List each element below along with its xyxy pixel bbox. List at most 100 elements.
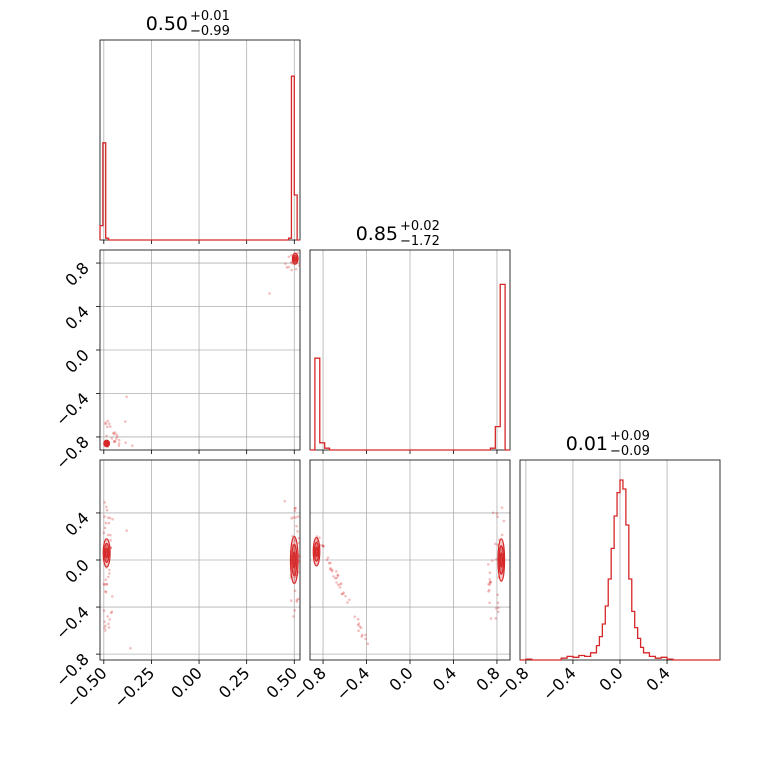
sample-point (293, 538, 297, 542)
sample-point (123, 420, 127, 423)
sample-point (497, 576, 500, 579)
sample-point (489, 617, 493, 620)
sample-point (292, 615, 295, 618)
sample-point (131, 444, 134, 447)
sample-point (316, 539, 319, 543)
sample-point (361, 633, 364, 637)
contour-mode-right (499, 552, 503, 568)
sample-point (295, 257, 298, 261)
sample-point (488, 583, 492, 587)
sample-point (106, 419, 110, 423)
sample-point (290, 260, 293, 264)
sample-point (108, 572, 111, 575)
sample-point (295, 561, 299, 565)
sample-point (105, 505, 108, 509)
sample-point (106, 615, 109, 618)
histogram-1 (310, 283, 510, 451)
sample-point (292, 570, 296, 574)
sample-point (105, 439, 108, 443)
sample-point (294, 516, 297, 519)
sample-point (357, 629, 360, 633)
sample-point (364, 633, 367, 637)
sample-point (113, 431, 117, 434)
sample-point (358, 625, 362, 628)
sample-point (115, 435, 119, 438)
x-tick-label: 0.0 (385, 663, 416, 694)
sample-point (108, 516, 112, 520)
sample-point (110, 611, 113, 615)
param-minus-2: −0.09 (610, 444, 650, 459)
sample-point (293, 257, 297, 261)
y-tick-label: 0.4 (61, 302, 92, 333)
sample-point (334, 576, 337, 580)
sample-point (348, 598, 351, 602)
sample-point (315, 535, 319, 538)
sample-point (107, 422, 111, 426)
sample-point (104, 590, 108, 594)
sample-point (293, 509, 297, 513)
sample-point (103, 515, 106, 518)
x-tick-label: 0.4 (642, 663, 673, 694)
sample-point (293, 609, 296, 612)
param-plus-0: +0.01 (190, 9, 230, 24)
param-minus-1: −1.72 (400, 234, 440, 249)
sample-point (110, 610, 114, 614)
sample-point (335, 581, 338, 584)
sample-point (293, 575, 296, 578)
sample-point (103, 620, 106, 624)
sample-point (296, 515, 300, 518)
sample-point (112, 431, 115, 435)
sample-point (488, 581, 492, 584)
sample-point (109, 538, 112, 542)
sample-point (366, 642, 370, 646)
sample-point (104, 521, 108, 525)
sample-point (296, 251, 300, 255)
x-tick-label: −0.4 (539, 663, 580, 704)
sample-point (329, 567, 332, 570)
sample-point (488, 578, 492, 581)
sample-point (102, 609, 106, 612)
sample-point (290, 261, 293, 265)
y-tick-label: 0.8 (61, 258, 92, 289)
sample-point (353, 615, 356, 619)
sample-point (486, 563, 490, 566)
sample-point (289, 576, 293, 579)
x-tick-label: 0.25 (215, 663, 254, 702)
sample-point (105, 582, 108, 586)
sample-point (318, 536, 321, 540)
param-title-1: 0.85 (356, 223, 398, 245)
sample-point (319, 543, 323, 547)
x-tick-label: 0.00 (167, 663, 206, 702)
sample-point (326, 556, 330, 559)
sample-point (102, 582, 106, 586)
y-tick-label: −0.4 (52, 389, 93, 430)
contour-mode-left (314, 546, 319, 558)
sample-point (329, 561, 332, 565)
sample-point (488, 571, 492, 575)
sample-point (285, 266, 289, 269)
sample-point (340, 582, 343, 585)
sample-point (112, 440, 116, 443)
sample-point (268, 292, 271, 295)
sample-point (105, 583, 109, 586)
sample-point (108, 618, 112, 621)
sample-point (283, 499, 287, 503)
sample-point (292, 516, 295, 519)
sample-point (500, 506, 504, 509)
sample-point (359, 626, 363, 630)
sample-point (327, 561, 331, 565)
sample-point (290, 268, 293, 272)
contour-mode-lower (105, 441, 109, 446)
sample-point (292, 262, 296, 266)
sample-point (106, 425, 109, 429)
sample-point (298, 264, 301, 267)
sample-point (298, 555, 302, 559)
param-title-2: 0.01 (566, 433, 608, 455)
sample-point (106, 516, 110, 520)
sample-point (124, 441, 127, 444)
sample-point (125, 529, 128, 532)
sample-point (291, 534, 294, 538)
sample-point (293, 567, 297, 571)
sample-point (497, 606, 500, 610)
